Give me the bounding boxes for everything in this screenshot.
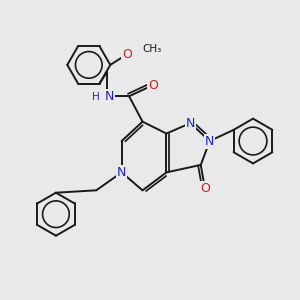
Text: O: O — [148, 79, 158, 92]
Text: N: N — [205, 134, 214, 148]
Text: N: N — [117, 166, 126, 179]
Text: O: O — [200, 182, 210, 195]
Text: CH₃: CH₃ — [142, 44, 161, 54]
Text: N: N — [186, 117, 195, 130]
Text: H: H — [92, 92, 100, 102]
Text: O: O — [122, 48, 132, 61]
Text: N: N — [105, 90, 114, 103]
